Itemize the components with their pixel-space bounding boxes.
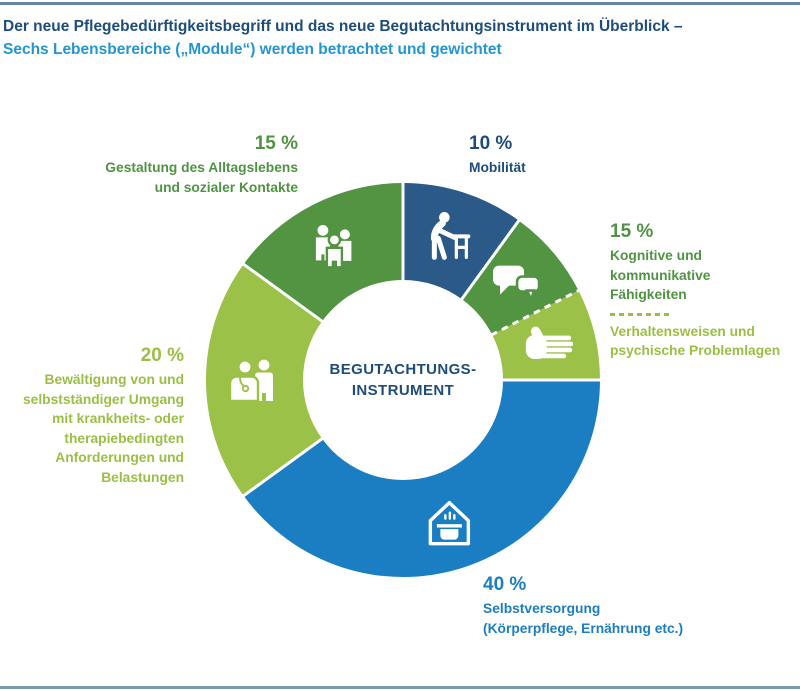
label-behaviour: Verhaltensweisen und psychische Probleml…	[610, 323, 781, 359]
donut-segment-mobilitaet	[403, 183, 519, 300]
callout-daily-life: 15 % Gestaltung des Alltagslebens und so…	[58, 133, 298, 197]
label-self-care: Selbstversorgung (Körperpflege, Ernährun…	[483, 601, 684, 636]
label-cognitive: Kognitive und kommunikative Fähigkeiten	[610, 248, 711, 302]
label-mobility: Mobilität	[469, 160, 526, 175]
callout-cognitive: 15 % Kognitive und kommunikative Fähigke…	[610, 221, 800, 361]
bottom-rule	[0, 686, 800, 689]
callout-self-care: 40 % Selbstversorgung (Körperpflege, Ern…	[483, 574, 743, 638]
segment-separator-dashed	[490, 289, 580, 337]
donut-chart: BEGUTACHTUNGS- INSTRUMENT	[183, 160, 623, 600]
weight-mobility: 10 %	[469, 133, 513, 154]
chart-center-label: BEGUTACHTUNGS- INSTRUMENT	[329, 361, 477, 399]
header: Der neue Pflegebedürftigkeitsbegriff und…	[3, 16, 683, 61]
title-line2: Sechs Lebensbereiche („Module“) werden b…	[3, 40, 502, 58]
segment-separator	[459, 219, 521, 301]
callout-mobility: 10 % Mobilität	[469, 133, 669, 178]
label-coping: Bewältigung von und selbstständiger Umga…	[23, 372, 184, 485]
callout-coping: 20 % Bewältigung von und selbstständiger…	[0, 345, 184, 487]
weight-cognitive: 15 %	[610, 221, 654, 242]
segment-separator	[242, 262, 324, 324]
label-daily-life: Gestaltung des Alltagslebens und soziale…	[105, 160, 298, 195]
donut-svg	[206, 182, 601, 577]
weight-self-care: 40 %	[483, 574, 527, 595]
title-line1: Der neue Pflegebedürftigkeitsbegriff und…	[3, 18, 683, 35]
dashed-divider	[610, 312, 670, 316]
top-rule	[0, 2, 800, 5]
segment-separator	[242, 436, 324, 498]
weight-daily-life: 15 %	[254, 133, 298, 154]
donut-segment-selbstversorgung	[243, 380, 600, 577]
donut-segment-verhaltensweisen	[492, 290, 600, 380]
weight-coping: 20 %	[140, 345, 184, 366]
